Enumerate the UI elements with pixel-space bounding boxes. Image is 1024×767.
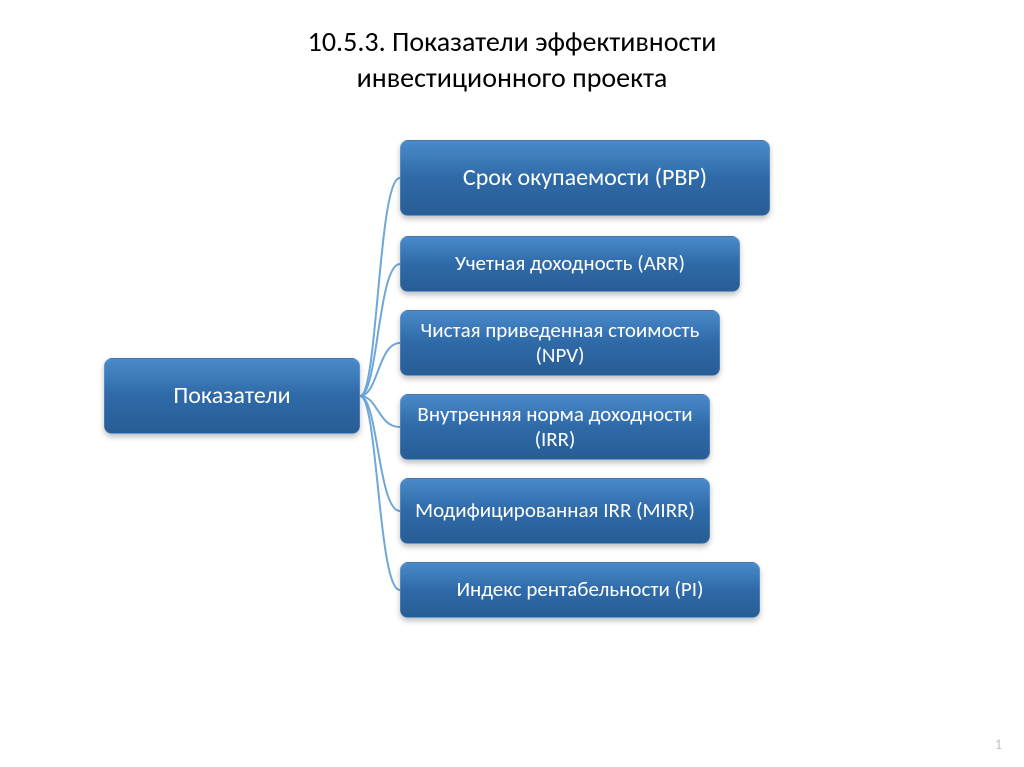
child-label: Учетная доходность (ARR) [455, 251, 685, 276]
child-label: Индекс рентабельности (PI) [457, 577, 704, 602]
child-node-mirr: Модифицированная IRR (MIRR) [400, 478, 710, 544]
child-node-pbp: Срок окупаемости (PBP) [400, 140, 770, 216]
child-label: Внутренняя норма доходности (IRR) [415, 402, 695, 452]
child-node-arr: Учетная доходность (ARR) [400, 236, 740, 292]
page-number: 1 [995, 736, 1002, 753]
root-label: Показатели [173, 382, 290, 411]
child-label: Чистая приведенная стоимость (NPV) [415, 318, 705, 368]
child-node-npv: Чистая приведенная стоимость (NPV) [400, 310, 720, 376]
child-label: Модифицированная IRR (MIRR) [415, 498, 695, 523]
slide-title: 10.5.3. Показатели эффективности инвести… [0, 24, 1024, 97]
title-line-1: 10.5.3. Показатели эффективности [308, 24, 717, 59]
root-node: Показатели [104, 358, 360, 434]
child-label: Срок окупаемости (PBP) [463, 164, 707, 193]
child-node-pi: Индекс рентабельности (PI) [400, 562, 760, 618]
child-node-irr: Внутренняя норма доходности (IRR) [400, 394, 710, 460]
title-line-2: инвестиционного проекта [357, 60, 668, 95]
hierarchy-diagram: Показатели Срок окупаемости (PBP) Учетна… [0, 140, 1024, 700]
